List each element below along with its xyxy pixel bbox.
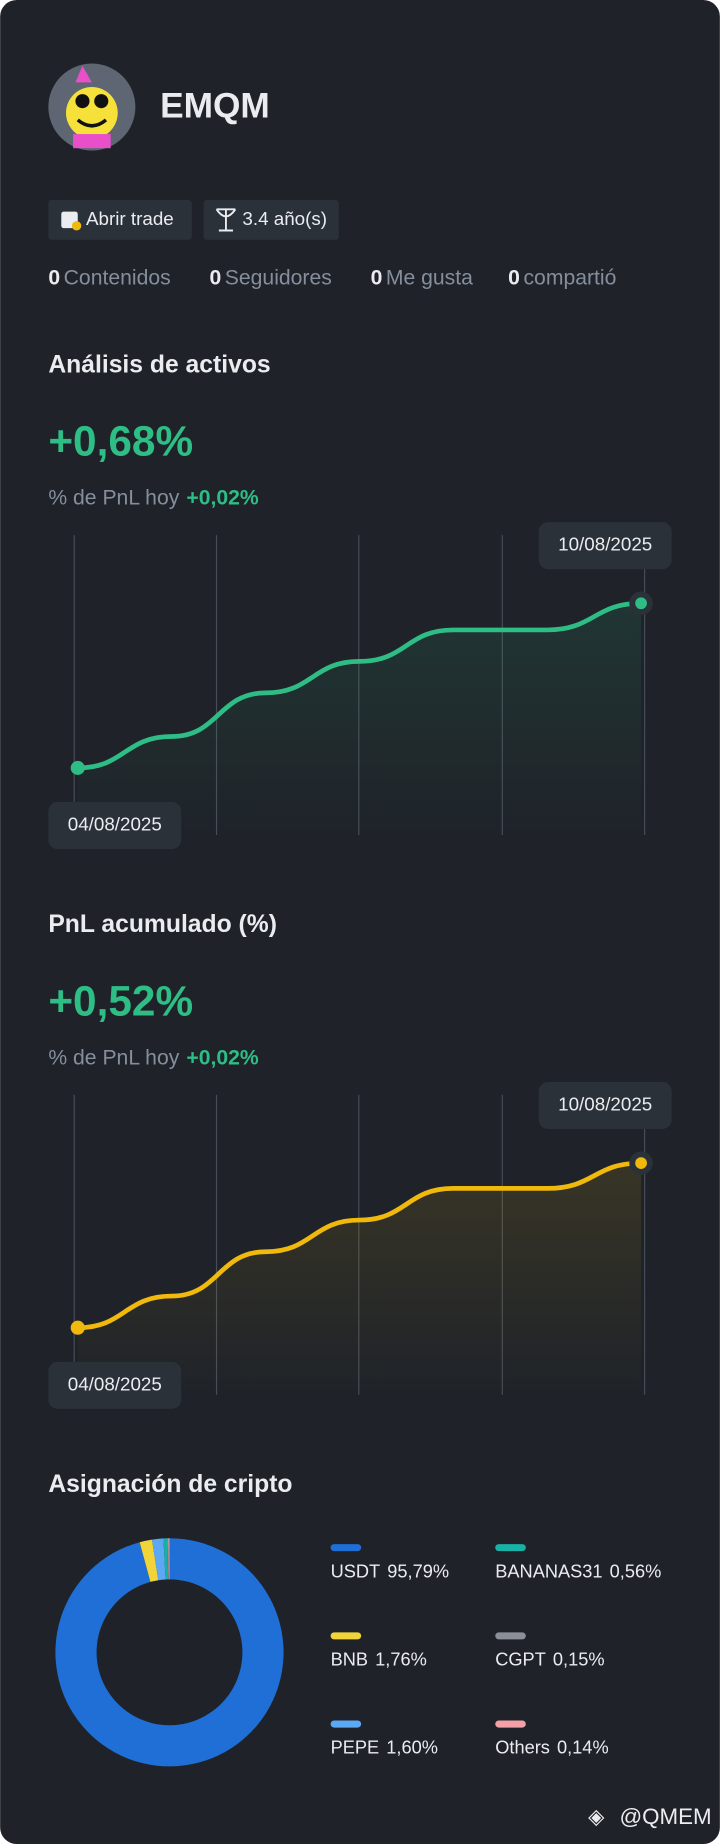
legend-value: 1,76% xyxy=(375,1649,427,1669)
legend-name: PEPE xyxy=(331,1738,380,1758)
legend-item: Others 0,14% xyxy=(495,1738,608,1758)
footer-logo: ◈ xyxy=(588,1806,605,1829)
stat-count: 0 xyxy=(48,266,60,289)
date-tag xyxy=(48,1361,182,1409)
headline: +0,68% xyxy=(48,418,193,465)
legend-swatch xyxy=(495,1544,526,1552)
donut-slice xyxy=(151,1538,166,1581)
stat: 0 Seguidores xyxy=(209,266,331,289)
x-label: 10/08/2025 xyxy=(558,534,652,555)
subtitle-label: % de PnL hoy xyxy=(48,486,179,509)
legend-name: CGPT xyxy=(495,1649,546,1669)
legend-value: 0,56% xyxy=(610,1561,662,1581)
legend-swatch xyxy=(330,1544,362,1552)
donut-slice xyxy=(168,1538,170,1580)
stat-label: Seguidores xyxy=(225,266,332,289)
legend-name: BNB xyxy=(331,1649,368,1669)
footer-handle: @QMEM xyxy=(619,1804,711,1829)
badge-label: 3.4 año(s) xyxy=(242,208,327,229)
legend-item: BNB 1,76% xyxy=(331,1649,427,1669)
stat-label: Me gusta xyxy=(386,266,473,289)
legend-item: USDT 95,79% xyxy=(331,1561,449,1581)
legend-name: Others xyxy=(495,1738,550,1758)
stat-count: 0 xyxy=(209,266,221,289)
legend-swatch xyxy=(330,1632,362,1640)
line xyxy=(75,600,644,771)
stat-count: 0 xyxy=(508,266,520,289)
badge[interactable] xyxy=(48,199,192,240)
end-point xyxy=(635,1157,647,1169)
stat: 0 compartió xyxy=(508,266,616,289)
legend-swatch xyxy=(495,1632,526,1640)
subtitle-label: % de PnL hoy xyxy=(48,1046,179,1069)
legend-item: PEPE 1,60% xyxy=(331,1738,438,1758)
stat: 0 Me gusta xyxy=(371,266,474,289)
legend-name: USDT xyxy=(331,1561,381,1581)
section-title: Análisis de activos xyxy=(48,351,270,378)
legend-value: 0,15% xyxy=(553,1649,605,1669)
change: +0,02% xyxy=(186,486,259,509)
section-title: PnL acumulado (%) xyxy=(48,911,277,938)
legend-swatch xyxy=(330,1720,362,1728)
area xyxy=(77,1163,642,1395)
section-title: Asignación de cripto xyxy=(48,1471,292,1498)
legend-value: 0,14% xyxy=(557,1738,609,1758)
donut-slice xyxy=(139,1539,159,1582)
avatar xyxy=(48,63,136,151)
icon xyxy=(215,208,237,232)
stats: 0 Contenidos 0 Seguidores 0 Me gusta 0 comparti… xyxy=(48,266,616,289)
icon xyxy=(71,221,82,231)
subtitle: % de PnL hoy +0,02% xyxy=(48,1046,259,1069)
change: +0,02% xyxy=(186,1046,259,1069)
legend-name: BANANAS31 xyxy=(495,1561,602,1581)
start-point xyxy=(70,760,85,775)
legend-item: CGPT 0,15% xyxy=(495,1649,604,1669)
user-name: EMQM xyxy=(160,87,270,126)
donut-slice xyxy=(55,1538,284,1767)
donut-slice xyxy=(167,1538,169,1580)
date-tag xyxy=(538,1081,672,1129)
x-label: 10/08/2025 xyxy=(558,1093,652,1114)
stat-label: compartió xyxy=(523,266,616,289)
subtitle: % de PnL hoy +0,02% xyxy=(48,486,259,509)
donut-slice xyxy=(163,1538,169,1580)
legend-swatch xyxy=(495,1720,526,1728)
stat-label: Contenidos xyxy=(64,266,171,289)
x-label: 04/08/2025 xyxy=(68,1373,162,1394)
stat-count: 0 xyxy=(371,266,383,289)
legend-item: BANANAS31 0,56% xyxy=(495,1561,661,1581)
legend-value: 95,79% xyxy=(387,1561,449,1581)
stat: 0 Contenidos xyxy=(48,266,170,289)
badge xyxy=(203,199,339,240)
x-label: 04/08/2025 xyxy=(68,814,162,835)
legend-value: 1,60% xyxy=(386,1738,438,1758)
date-tag xyxy=(538,522,672,570)
line xyxy=(75,1160,644,1331)
end-point xyxy=(635,597,647,610)
area xyxy=(77,603,642,835)
date-tag xyxy=(48,802,182,850)
badge-label: Abrir trade xyxy=(86,208,174,229)
start-point xyxy=(70,1320,85,1335)
headline: +0,52% xyxy=(48,978,193,1025)
